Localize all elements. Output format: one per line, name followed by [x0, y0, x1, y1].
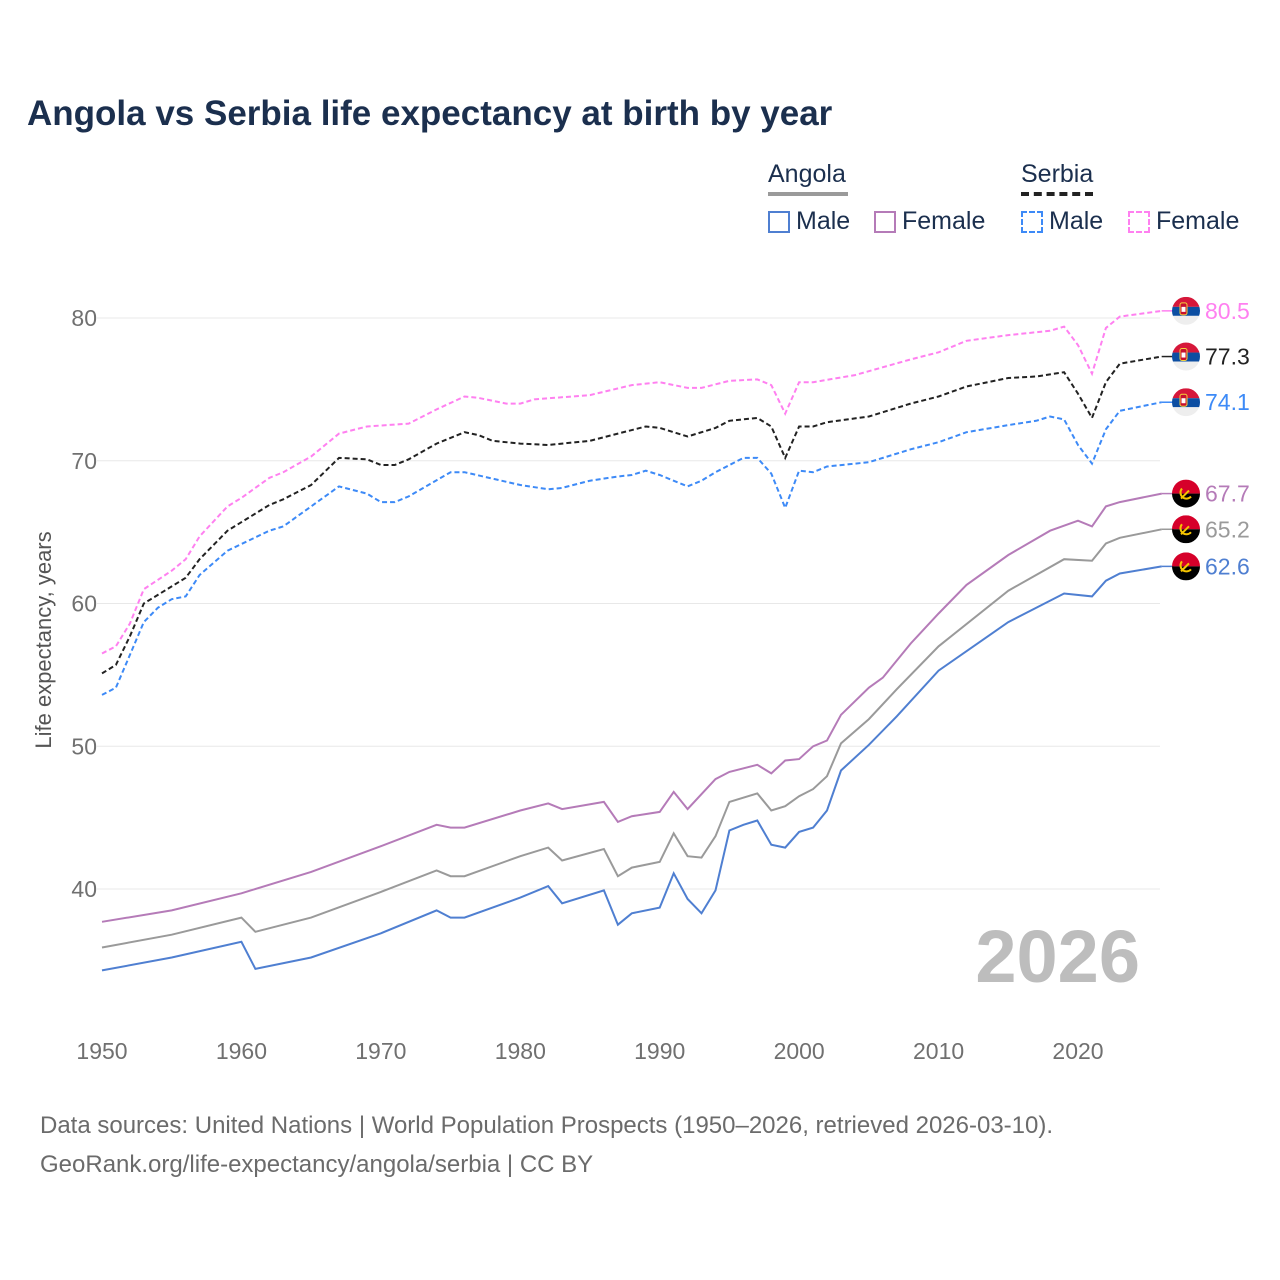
x-tick-label: 2020 [1052, 1038, 1103, 1064]
serbia-flag-icon [1172, 296, 1200, 325]
gridlines [97, 317, 1160, 890]
end-value-label: 80.5 [1205, 298, 1250, 324]
legend-angola: Angola [768, 160, 848, 196]
y-tick-label: 70 [71, 448, 97, 474]
legend-serbia-male[interactable]: Male [1021, 207, 1103, 236]
series-lines [101, 309, 1162, 972]
legend-swatch [874, 210, 896, 233]
legend-angola-label: Angola [768, 160, 846, 188]
chart-title: Angola vs Serbia life expectancy at birt… [27, 94, 833, 133]
angola-flag-icon [1172, 552, 1200, 581]
source-link[interactable]: GeoRank.org/life-expectancy/angola/serbi… [40, 1151, 594, 1178]
legend-label: Male [1049, 207, 1104, 235]
legend-label: Female [902, 207, 986, 235]
end-value-label: 62.6 [1205, 553, 1250, 579]
end-labels: 80.5 77.3 74.1 67.7 65.2 62.6 [1161, 296, 1250, 581]
axis-ticks: 40 50 60 70 80 1950 1960 1970 1980 1990 2000 2010 20… [71, 305, 1103, 1064]
y-tick-label: 40 [71, 876, 97, 902]
data-source: Data sources: United Nations | World Pop… [40, 1112, 1054, 1139]
series-line-angola [101, 528, 1162, 949]
legend-serbia-label: Serbia [1021, 160, 1094, 188]
legend-label: Male [796, 207, 851, 235]
angola-flag-icon [1172, 515, 1200, 544]
footer: Data sources: United Nations | World Pop… [40, 1106, 1053, 1184]
legend-serbia-line [1021, 192, 1093, 196]
y-tick-label: 80 [71, 305, 97, 331]
angola-flag-icon [1172, 479, 1200, 508]
legend-swatch [1021, 210, 1043, 233]
year-watermark: 2026 [975, 915, 1140, 998]
end-value-label: 74.1 [1205, 389, 1250, 415]
end-value-label: 67.7 [1205, 481, 1250, 507]
series-line-serbia-female [101, 309, 1162, 655]
legend-angola-female[interactable]: Female [874, 207, 985, 236]
x-tick-label: 1950 [76, 1038, 127, 1064]
legend-serbia-female[interactable]: Female [1128, 207, 1239, 236]
legend-swatch [1128, 210, 1150, 233]
x-tick-label: 1990 [634, 1038, 685, 1064]
legend-swatch [768, 210, 790, 233]
series-line-serbia [101, 355, 1162, 675]
y-axis-label: Life expectancy, years [31, 531, 56, 748]
legend-label: Female [1156, 207, 1240, 235]
legend-serbia: Serbia [1021, 160, 1093, 196]
x-tick-label: 1980 [495, 1038, 546, 1064]
y-tick-label: 60 [71, 591, 97, 617]
x-tick-label: 1970 [355, 1038, 406, 1064]
y-tick-label: 50 [71, 733, 97, 759]
x-tick-label: 2000 [774, 1038, 825, 1064]
legend-angola-male[interactable]: Male [768, 207, 850, 236]
end-value-label: 65.2 [1205, 516, 1250, 542]
series-line-angola-male [101, 565, 1162, 972]
series-line-angola-female [101, 492, 1162, 923]
x-tick-label: 1960 [216, 1038, 267, 1064]
series-line-serbia-male [101, 401, 1162, 696]
serbia-flag-icon [1172, 388, 1200, 417]
serbia-flag-icon [1172, 342, 1200, 371]
legend-angola-line [768, 192, 848, 196]
end-value-label: 77.3 [1205, 344, 1250, 370]
x-tick-label: 2010 [913, 1038, 964, 1064]
